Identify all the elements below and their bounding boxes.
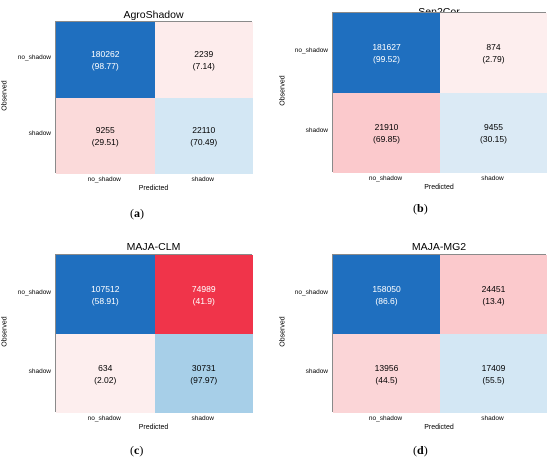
cell-count: 9455 (484, 122, 503, 132)
y-tick-label: no_shadow (294, 47, 328, 54)
matrix-cell: 874 (2.79) (440, 13, 547, 93)
x-tick-label: no_shadow (368, 415, 403, 422)
cell-percent: (29.51) (91, 137, 119, 147)
x-tick-label: shadow (191, 176, 214, 183)
cell-count: 874 (486, 42, 501, 52)
x-axis-title: Predicted (138, 185, 169, 192)
cell-percent: (86.6) (375, 295, 398, 306)
confusion-matrix: 158050 (86.6) 24451 (13.4) 13956 (44.5) 17409(… (332, 254, 547, 413)
y-tick-label: no_shadow (17, 54, 51, 61)
cell-count: 30731 (191, 362, 216, 373)
cell-percent: (44.5) (375, 374, 398, 385)
confusion-matrix: 181627 (99.52) 874 (2.79) 21910 (69.85) 9455 (3… (332, 12, 547, 173)
x-tick-label: shadow (481, 415, 504, 422)
x-tick-label: shadow (481, 175, 504, 182)
y-tick-label: no_shadow (294, 288, 328, 296)
confusion-matrix: 107512 (58.91) 74989 (41.9) 634 (2.02) 30731 (9… (55, 254, 253, 413)
matrix-cell: 74989 (41.9) (154, 255, 253, 334)
matrix-cell: 180262 (98.77) (56, 22, 155, 98)
x-tick-label: no_shadow (368, 175, 403, 182)
cell-percent: (58.91) (91, 295, 119, 306)
cell-percent: (98.77) (91, 61, 119, 71)
cell-count: 634 (98, 362, 113, 373)
cell-percent: (55.5) (482, 374, 505, 385)
x-axis-title: Predicted (138, 424, 169, 431)
x-tick-label: shadow (191, 415, 214, 422)
cell-percent: (7.14) (192, 61, 215, 71)
matrix-cell: 17409 (55.5) (440, 334, 547, 413)
y-tick-label: shadow (28, 367, 51, 375)
cell-percent: (2.02) (94, 374, 117, 385)
matrix-cell: 24451 (13.4) (440, 255, 547, 334)
matrix-cell: 9455 (30.15) (440, 93, 547, 173)
cell-count: 22110 (192, 125, 216, 135)
cell-percent: (70.49) (190, 137, 218, 147)
cell-count: 107512 (91, 283, 120, 294)
matrix-cell: 107512 (58.91) (56, 255, 155, 334)
cell-percent: (97.97) (190, 374, 218, 385)
subfigure-caption: (a) (130, 206, 144, 220)
x-tick-label: no_shadow (87, 415, 121, 422)
matrix-cell: 181627 (99.52) (333, 13, 440, 93)
matrix-cell: 13956 (44.5) (333, 334, 440, 413)
cell-count: 21910 (374, 122, 399, 132)
cell-count: 74989 (191, 283, 216, 294)
cell-count: 9255 (95, 125, 115, 135)
cell-percent: (2.79) (482, 54, 505, 64)
cell-percent: (69.85) (373, 134, 400, 144)
cell-percent: (99.52) (373, 54, 400, 64)
x-axis-title: Predicted (424, 184, 454, 191)
matrix-cell: 22110 (70.49) (154, 98, 253, 174)
y-tick-label: shadow (28, 130, 51, 137)
cell-percent: (41.9) (192, 295, 215, 306)
cell-count: 158050 (372, 283, 401, 294)
confusion-matrix: 180262 (98.77) 2239 (7.14) 9255 (29.51) 22110 (… (55, 21, 253, 174)
cell-count: 13956 (374, 362, 399, 373)
cell-count: 181627 (372, 42, 401, 52)
cell-count: 17409 (481, 362, 506, 373)
y-tick-label: no_shadow (17, 288, 51, 296)
y-tick-label: shadow (305, 367, 328, 375)
y-tick-label: shadow (305, 127, 328, 134)
chart-title: MAJA-CLM (126, 241, 181, 253)
subfigure-caption: (c) (130, 443, 144, 457)
caption-letter: b (417, 201, 424, 215)
cell-percent: (13.4) (482, 295, 505, 306)
y-axis-title: Observed (1, 316, 9, 347)
caption-letter: c (134, 443, 140, 457)
matrix-cell: 2239 (7.14) (154, 22, 253, 98)
subfigure-caption: (b) (413, 201, 428, 215)
caption-letter: d (417, 443, 424, 457)
y-axis-title: Observed (279, 75, 287, 106)
chart-title: AgroShadow (123, 9, 184, 21)
matrix-cell: 9255 (29.51) (56, 98, 155, 174)
cell-count: 2239 (194, 49, 214, 59)
x-axis-title: Predicted (424, 424, 454, 431)
matrix-cell: 634 (2.02) (56, 334, 155, 413)
y-axis-title: Observed (1, 80, 9, 111)
cell-percent: (30.15) (480, 134, 507, 144)
matrix-cell: 30731 (97.97) (154, 334, 253, 413)
cell-count: 24451 (481, 283, 506, 294)
x-tick-label: no_shadow (87, 176, 121, 183)
subfigure-caption: (d) (413, 443, 428, 457)
matrix-cell: 21910 (69.85) (333, 93, 440, 173)
y-axis-title: Observed (279, 316, 287, 347)
chart-title: MAJA-MG2 (411, 241, 467, 253)
cell-count: 180262 (91, 49, 120, 59)
caption-letter: a (134, 206, 140, 220)
matrix-cell: 158050 (86.6) (333, 255, 440, 334)
